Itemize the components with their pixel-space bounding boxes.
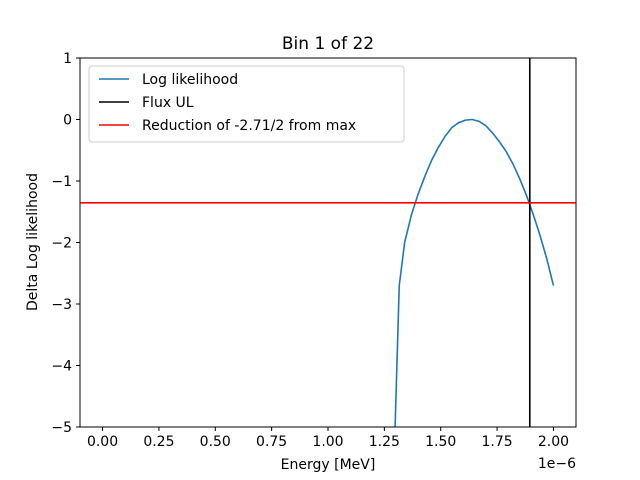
y-tick-label: 0: [63, 113, 72, 129]
x-tick-label: 1.00: [312, 434, 343, 450]
x-tick-label: 2.00: [538, 434, 569, 450]
y-tick-label: −4: [51, 359, 72, 375]
x-tick-label: 0.50: [200, 434, 231, 450]
legend-label-flux-ul: Flux UL: [142, 95, 194, 111]
y-tick-label: 1: [63, 51, 72, 67]
x-axis-label: Energy [MeV]: [281, 457, 376, 473]
legend: Log likelihood Flux UL Reduction of -2.7…: [88, 65, 405, 143]
x-tick-label: 1.75: [482, 434, 513, 450]
legend-label-reduction: Reduction of -2.71/2 from max: [142, 118, 356, 134]
chart-title: Bin 1 of 22: [282, 34, 374, 54]
y-tick-label: −3: [51, 297, 72, 313]
x-axis-offset-text: 1e−6: [538, 456, 576, 472]
y-tick-label: −1: [51, 174, 72, 190]
y-axis-ticks: 1 0 −1 −2 −3 −4 −5: [51, 51, 80, 436]
y-tick-label: −5: [51, 420, 72, 436]
series-layer: [80, 58, 576, 427]
x-tick-label: 1.25: [369, 434, 400, 450]
x-tick-label: 1.50: [425, 434, 456, 450]
y-axis-label: Delta Log likelihood: [25, 173, 41, 311]
x-axis-ticks: 0.00 0.25 0.50 0.75 1.00 1.25 1.50 1.75 2.00: [87, 427, 569, 450]
y-tick-label: −2: [51, 236, 72, 252]
x-tick-label: 0.00: [87, 434, 118, 450]
x-tick-label: 0.25: [143, 434, 174, 450]
legend-box: [88, 65, 405, 143]
x-tick-label: 0.75: [256, 434, 287, 450]
series-log-likelihood-line: [394, 118, 555, 427]
legend-label-log-likelihood: Log likelihood: [142, 72, 238, 88]
